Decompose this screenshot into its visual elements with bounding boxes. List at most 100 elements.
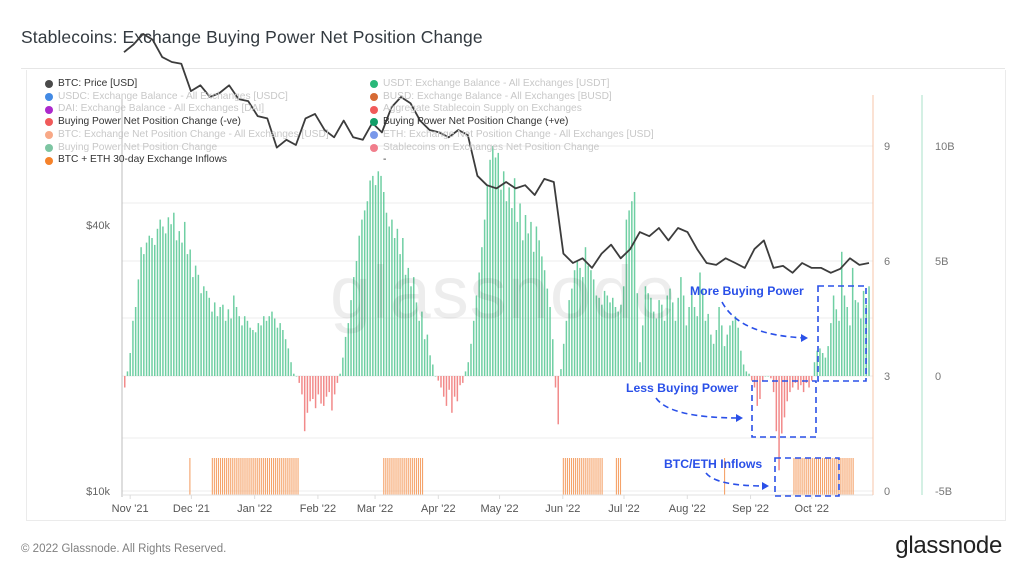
legend-item[interactable]: Stablecoins on Exchanges Net Position Ch… xyxy=(370,142,654,155)
buying-power-bar-negative xyxy=(331,376,333,411)
buying-power-bar-positive xyxy=(582,277,584,376)
inflow-bar xyxy=(813,458,815,495)
buying-power-bar-positive xyxy=(287,348,290,376)
glassnode-logo[interactable]: glassnode xyxy=(895,532,1002,559)
inflow-bar xyxy=(591,458,593,495)
legend-label: USDC: Exchange Balance - All Exchanges [… xyxy=(58,90,288,102)
annotation-more-buying-power: More Buying Power xyxy=(690,284,804,298)
inflow-bar xyxy=(246,458,248,495)
inflow-bar xyxy=(250,458,252,495)
legend-item[interactable]: BUSD: Exchange Balance - All Exchanges [… xyxy=(370,91,654,104)
inflow-bar xyxy=(252,458,254,495)
inflow-bar xyxy=(844,458,846,495)
inflow-bar xyxy=(573,458,575,495)
buying-power-bar-positive xyxy=(508,187,510,376)
inflow-bar xyxy=(417,458,420,495)
buying-power-bar-negative xyxy=(800,376,802,386)
inflow-bar xyxy=(266,458,268,495)
buying-power-bar-positive xyxy=(661,304,663,376)
buying-power-bar-positive xyxy=(143,254,145,376)
buying-power-bar-positive xyxy=(271,311,273,376)
inflow-bar xyxy=(850,458,852,495)
buying-power-bar-negative xyxy=(781,376,783,434)
buying-power-bar-positive xyxy=(764,376,767,377)
legend-item[interactable]: Buying Power Net Position Change xyxy=(45,142,329,155)
buying-power-bar-negative xyxy=(802,376,805,393)
buying-power-bar-positive xyxy=(663,320,666,376)
legend-item[interactable]: USDT: Exchange Balance - All Exchanges [… xyxy=(370,78,654,91)
inflow-bar xyxy=(793,458,795,495)
buying-power-bar-positive xyxy=(260,325,262,376)
buying-power-bar-positive xyxy=(592,279,595,376)
buying-power-bar-positive xyxy=(535,226,538,376)
legend-column-1: BTC: Price [USD] USDC: Exchange Balance -… xyxy=(45,78,329,167)
inflow-bar xyxy=(597,458,599,495)
buying-power-bar-positive xyxy=(821,353,824,376)
buying-power-bar-positive xyxy=(595,295,598,376)
buying-power-bar-negative xyxy=(448,376,450,390)
buying-power-bar-positive xyxy=(243,316,246,376)
legend-item[interactable]: DAI: Exchange Balance - All Exchanges [D… xyxy=(45,103,329,116)
legend-item[interactable]: BTC + ETH 30-day Exchange Inflows xyxy=(45,154,329,167)
inflow-bar xyxy=(297,458,299,495)
buying-power-bar-positive xyxy=(178,231,181,376)
buying-power-bar-negative xyxy=(456,376,459,402)
buying-power-bar-positive xyxy=(513,178,516,376)
buying-power-bar-positive xyxy=(734,316,737,376)
x-tick-label: Jul '22 xyxy=(608,503,639,515)
buying-power-bar-positive xyxy=(224,320,227,376)
inflow-bar xyxy=(238,458,240,495)
inflow-bar xyxy=(403,458,405,495)
inflow-bar xyxy=(279,458,281,495)
buying-power-bar-positive xyxy=(860,318,862,376)
inflow-bars xyxy=(189,458,854,495)
buying-power-bar-positive xyxy=(167,217,170,376)
buying-power-bar-positive xyxy=(647,293,649,376)
annotation-less-buying-power: Less Buying Power xyxy=(626,381,739,395)
legend-dot-icon xyxy=(370,80,378,89)
legend-dot-icon xyxy=(45,118,53,127)
buying-power-bar-positive xyxy=(666,295,669,376)
buying-power-bar-negative xyxy=(442,376,445,397)
buying-power-bar-positive xyxy=(862,290,865,376)
x-tick-label: Dec '21 xyxy=(173,503,210,515)
buying-power-bar-positive xyxy=(502,171,505,376)
inflow-bar xyxy=(832,458,834,495)
legend-item[interactable]: USDC: Exchange Balance - All Exchanges [… xyxy=(45,91,329,104)
buying-power-bar-positive xyxy=(170,224,172,376)
legend-label: BTC + ETH 30-day Exchange Inflows xyxy=(58,154,228,166)
inflow-bar xyxy=(815,458,817,495)
buying-power-bar-positive xyxy=(636,293,639,376)
buying-power-bar-negative xyxy=(328,376,330,393)
buying-power-bar-positive xyxy=(748,373,750,376)
buying-power-bar-positive xyxy=(601,304,603,376)
x-tick-label: May '22 xyxy=(480,503,518,515)
inflow-tick-label: 0 xyxy=(884,486,890,498)
legend-item[interactable]: Aggregate Stablecoin Supply on Exchanges xyxy=(370,103,654,116)
legend-dot-icon xyxy=(370,143,378,152)
legend-item[interactable]: BTC: Price [USD] xyxy=(45,78,329,91)
legend-label: DAI: Exchange Balance - All Exchanges [D… xyxy=(58,103,265,115)
legend-item[interactable]: Buying Power Net Position Change (+ve) xyxy=(370,116,654,129)
legend-label: Aggregate Stablecoin Supply on Exchanges xyxy=(383,103,582,115)
buying-power-bar-negative xyxy=(778,376,780,471)
buying-power-bar-positive xyxy=(295,376,298,377)
inflow-bar xyxy=(232,458,234,495)
inflow-bar xyxy=(589,458,591,495)
buying-power-bar-positive xyxy=(497,152,499,376)
inflow-bar xyxy=(562,458,564,495)
inflow-bar xyxy=(817,458,819,495)
buying-power-bar-positive xyxy=(145,242,148,376)
legend-item[interactable]: Buying Power Net Position Change (-ve) xyxy=(45,116,329,129)
buying-power-bar-positive xyxy=(377,171,380,376)
inflow-bar xyxy=(258,458,260,495)
buying-power-bar-positive xyxy=(516,221,519,376)
legend-item[interactable]: ETH: Exchange Net Position Change - All … xyxy=(370,129,654,142)
inflow-tick-label: 3 xyxy=(884,371,890,383)
legend-item[interactable]: - xyxy=(370,154,654,167)
buying-power-bar-negative xyxy=(805,376,808,383)
inflow-bar xyxy=(399,458,401,495)
buying-power-bar-positive xyxy=(617,311,619,376)
inflow-bar xyxy=(848,458,850,495)
legend-item[interactable]: BTC: Exchange Net Position Change - All … xyxy=(45,129,329,142)
